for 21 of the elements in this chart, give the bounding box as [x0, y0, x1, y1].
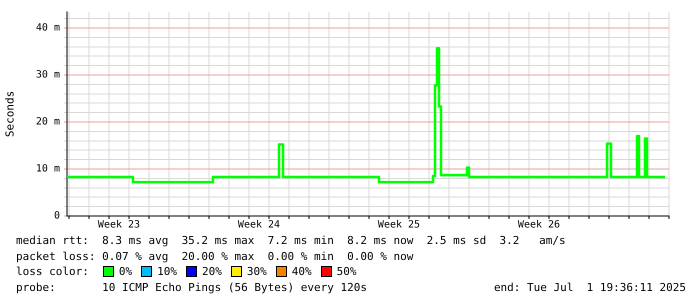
text: packet loss: 0.07 % avg 20.00 % max 0.00 % min 0.00 % now: [16, 248, 414, 264]
text: 0%: [118, 264, 132, 280]
text: median rtt: 8.3 ms avg 35.2 ms max 7.2 ms min 8.2 ms now 2.5 ms sd 3.2 am/s: [16, 233, 567, 248]
text: 40%: [292, 264, 312, 280]
y-tick-label: 0: [54, 210, 60, 222]
y-axis-title: Seconds: [3, 90, 16, 138]
text: 20%: [202, 264, 222, 280]
y-tick-label: 40 m: [36, 22, 60, 34]
text: 30%: [246, 264, 267, 280]
text: 50%: [336, 264, 356, 280]
y-tick-label: 10 m: [36, 164, 60, 175]
text: loss color:: [16, 264, 89, 280]
x-tick-label: Week 25: [378, 220, 420, 231]
y-tick-label: 20 m: [36, 116, 60, 128]
text: probe: 10 ICMP Echo Pings (56 Bytes) every 120s: [16, 280, 367, 294]
text: end: Tue Jul 1 19:36:11 2025: [494, 280, 686, 295]
x-tick-label: Week 24: [238, 220, 280, 231]
x-tick-label: Week 26: [518, 220, 560, 231]
text: 10%: [157, 264, 177, 280]
y-tick-label: 30 m: [36, 70, 60, 81]
x-tick-label: Week 23: [98, 220, 140, 231]
